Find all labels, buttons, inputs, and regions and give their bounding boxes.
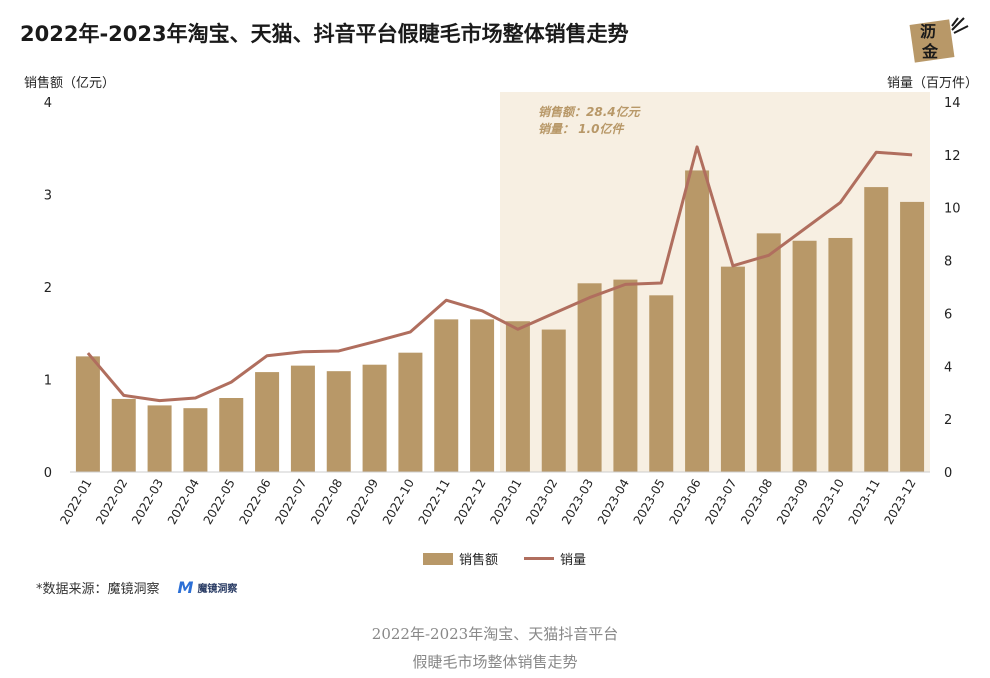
bar-2022-07	[290, 365, 315, 472]
x-tick-label: 2023-11	[846, 477, 883, 527]
left-axis-ticks: 0 1 2 3 4	[44, 96, 52, 481]
highlight-region	[500, 92, 930, 472]
right-tick-label: 6	[944, 307, 952, 322]
x-tick-label: 2022-09	[344, 477, 381, 527]
x-tick-label: 2023-03	[559, 477, 596, 527]
source-text: *数据来源：魔镜洞察	[36, 582, 160, 597]
bar-2023-10	[828, 237, 853, 472]
x-tick-label: 2022-06	[236, 477, 273, 527]
x-tick-label: 2022-04	[165, 477, 202, 527]
bar-2022-12	[470, 319, 495, 472]
bar-series	[75, 170, 925, 472]
annotation-sales: 销售额：28.4亿元	[538, 105, 642, 119]
bar-2022-06	[255, 372, 280, 472]
right-tick-label: 8	[944, 255, 952, 270]
x-tick-label: 2022-11	[416, 477, 453, 527]
x-tick-label: 2022-07	[272, 477, 309, 527]
right-tick-label: 10	[944, 202, 961, 217]
source-logo: M 魔镜洞察	[178, 578, 238, 597]
data-source: *数据来源：魔镜洞察 M 魔镜洞察	[36, 578, 237, 597]
x-tick-label: 2022-02	[93, 477, 130, 527]
bar-2022-10	[398, 352, 423, 472]
x-tick-label: 2023-07	[702, 477, 739, 527]
bar-2023-12	[900, 201, 925, 472]
left-tick-label: 1	[44, 374, 52, 389]
bar-2022-11	[434, 319, 459, 472]
bar-2023-08	[756, 233, 781, 472]
line-series	[86, 145, 913, 403]
x-tick-label: 2023-02	[523, 477, 560, 527]
right-tick-label: 12	[944, 149, 961, 164]
x-tick-label: 2023-04	[595, 477, 632, 527]
bar-2023-01	[505, 321, 530, 472]
x-tick-label: 2023-05	[631, 477, 668, 527]
x-tick-label: 2023-06	[666, 477, 703, 527]
bar-2022-01	[75, 356, 100, 472]
x-tick-label: 2022-08	[308, 477, 345, 527]
x-tick-label: 2022-12	[451, 477, 488, 527]
annotation: 销售额：28.4亿元 销量： 1.0亿件	[538, 105, 642, 136]
right-tick-label: 4	[944, 360, 952, 375]
source-logo-text: 魔镜洞察	[197, 584, 238, 595]
x-tick-label: 2022-05	[201, 477, 238, 527]
right-axis-title: 销量（百万件）	[887, 76, 979, 91]
left-tick-label: 0	[44, 466, 52, 481]
bar-2023-07	[720, 266, 745, 472]
logo-rays-icon	[951, 17, 969, 34]
x-tick-label: 2023-09	[774, 477, 811, 527]
bar-2023-05	[649, 295, 674, 472]
bar-2023-03	[577, 283, 602, 472]
caption-line-1: 2022年-2023年淘宝、天猫抖音平台	[371, 625, 619, 643]
x-tick-label: 2022-01	[57, 477, 94, 527]
right-axis-ticks: 0 2 4 6 8 10 12 14	[944, 96, 961, 481]
bar-2023-04	[613, 279, 638, 472]
legend-line-swatch	[524, 557, 555, 560]
bar-2022-03	[147, 405, 172, 472]
volume-line	[86, 145, 913, 403]
right-tick-label: 14	[944, 96, 961, 111]
left-axis-title: 销售额（亿元）	[24, 76, 116, 91]
legend-line-label: 销量	[560, 553, 587, 568]
left-tick-label: 2	[44, 281, 52, 296]
x-tick-label: 2023-10	[810, 477, 847, 527]
brand-logo: 沥 金	[909, 12, 972, 64]
x-tick-label: 2023-12	[881, 477, 918, 527]
logo-char-1: 沥	[920, 22, 937, 41]
legend-bar-swatch	[423, 552, 453, 565]
bar-2022-08	[326, 371, 351, 472]
logo-char-2: 金	[922, 42, 939, 61]
right-tick-label: 2	[944, 413, 952, 428]
bar-2023-02	[541, 329, 566, 472]
caption-line-2: 假睫毛市场整体销售走势	[412, 653, 578, 671]
x-tick-label: 2023-01	[487, 477, 524, 527]
bar-2023-06	[685, 170, 710, 472]
annotation-volume: 销量： 1.0亿件	[538, 122, 625, 136]
bar-2022-09	[362, 364, 387, 472]
x-axis-ticks: 2022-012022-022022-032022-042022-052022-…	[57, 477, 918, 527]
legend: 销售额 销量	[423, 549, 586, 568]
right-tick-label: 0	[944, 466, 952, 481]
bar-2022-05	[219, 398, 244, 472]
x-tick-label: 2023-08	[738, 477, 775, 527]
source-logo-icon: M	[177, 578, 194, 597]
left-tick-label: 4	[44, 96, 52, 111]
x-tick-label: 2022-03	[129, 477, 166, 527]
bar-2022-02	[111, 398, 136, 472]
x-tick-label: 2022-10	[380, 477, 417, 527]
chart-title: 2022年-2023年淘宝、天猫、抖音平台假睫毛市场整体销售走势	[20, 22, 629, 46]
left-tick-label: 3	[44, 189, 52, 204]
bar-2023-11	[864, 187, 889, 472]
bar-2022-04	[183, 408, 208, 472]
bar-2023-09	[792, 240, 817, 472]
legend-bar-label: 销售额	[459, 553, 499, 568]
